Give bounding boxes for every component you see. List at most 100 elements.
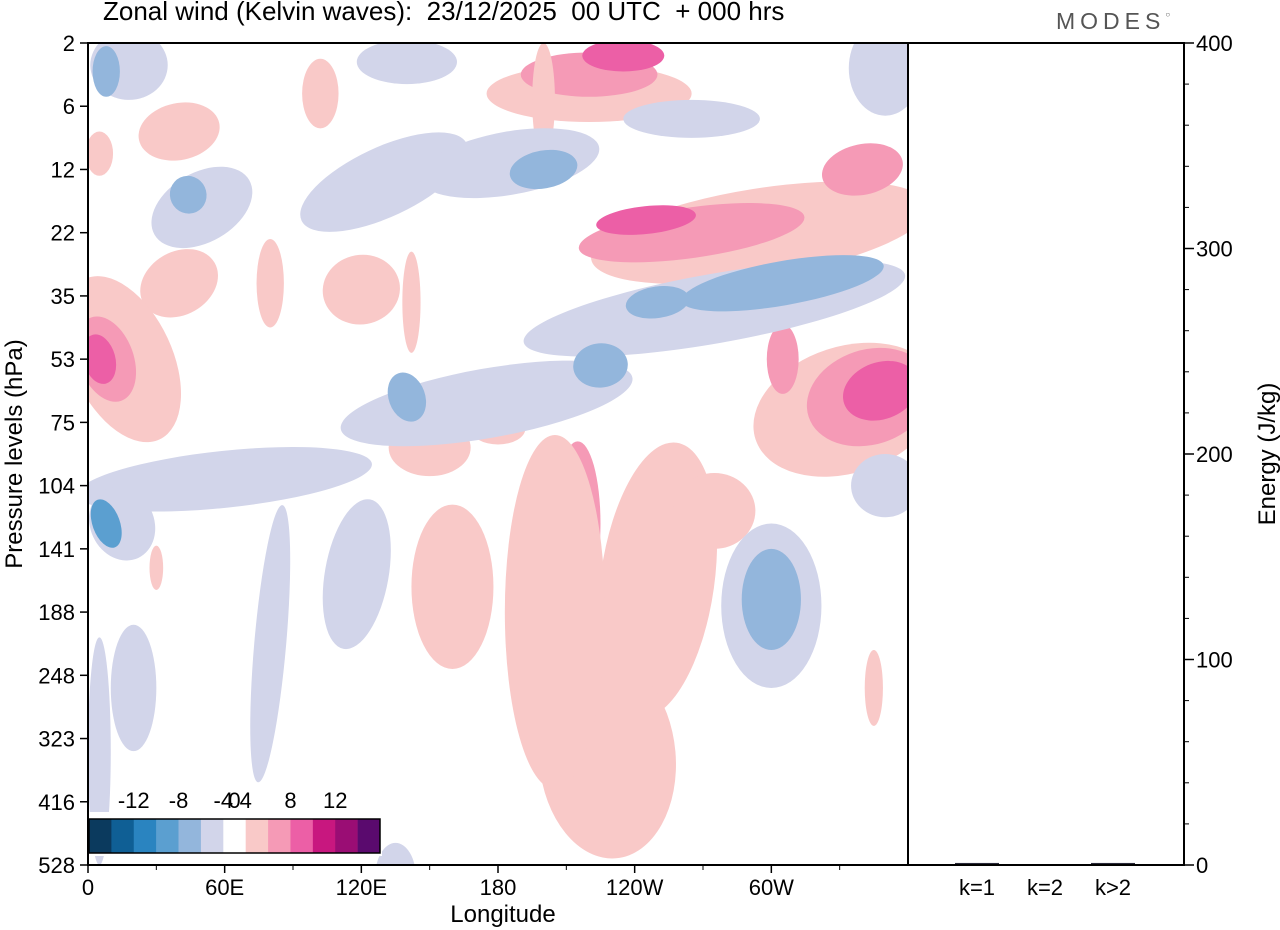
y-tick-label: 104 [38,474,75,499]
colorbar-tick-label: 4 [240,788,252,813]
y-tick-label: 2 [63,31,75,56]
colorbar-cell-6 [200,819,224,853]
y-tick-label: 323 [38,727,75,752]
contour-region-negative-51 [90,499,122,548]
colorbar-tick-label: 12 [323,788,347,813]
contour-region-positive-16 [578,203,805,263]
y-axis-title: Pressure levels (hPa) [1,339,28,568]
contour-region-negative-35 [92,46,120,97]
contour-region-positive-10 [88,334,117,384]
contour-region-positive-21 [843,360,908,421]
contour-region-negative-52 [322,499,391,650]
modes-logo: MODES○ [1056,8,1170,35]
colorbar-cell-8 [245,819,269,853]
contour-region-positive-22 [766,324,799,394]
colorbar-cell-11 [312,819,336,853]
contour-region-positive-32 [864,650,883,726]
energy-tick-label: 0 [1196,853,1208,878]
contour-region-positive-13 [582,43,665,72]
registered-mark-icon: ○ [1165,10,1171,19]
energy-bar-3 [1091,862,1135,865]
colorbar: -12 -8 -404 8 12 [87,788,382,856]
energy-bar-label: k>2 [1095,875,1131,900]
colorbar-cell-5 [178,819,202,853]
contour-region-negative-44 [681,255,884,312]
contour-region-negative-37 [623,99,760,138]
y-tick-label: 6 [63,94,75,119]
y-tick-label: 248 [38,663,75,688]
colorbar-cell-1 [89,819,112,853]
x-tick-label: 180 [480,875,517,900]
contour-region-negative-49 [88,447,372,512]
contour-region-negative-58 [851,454,908,518]
contour-region-negative-47 [573,343,628,388]
y-tick-label: 416 [38,790,75,815]
colorbar-cell-4 [156,819,179,853]
contour-region-positive-17 [596,205,696,235]
contour-region-positive-26 [504,435,606,790]
x-tick-label: 120E [336,875,387,900]
colorbar-cell-7 [223,819,246,853]
contour-region-positive-18 [821,143,903,196]
contour-region-negative-54 [110,624,157,752]
x-tick-label: 60E [205,875,244,900]
colorbar-cell-12 [335,819,358,853]
contour-region-negative-53 [250,505,291,783]
contour-region-positive-3 [88,131,114,176]
energy-tick-label: 100 [1196,648,1233,673]
heatmap-contours [88,43,908,865]
energy-bars: k=1 k=2 k>2 [955,862,1135,900]
contour-region-negative-38 [300,132,468,232]
y-tick-label: 188 [38,600,75,625]
energy-tick-label: 300 [1196,237,1233,262]
contour-region-positive-5 [256,239,284,328]
y-tick-label: 22 [51,221,75,246]
contour-region-negative-45 [625,285,690,319]
contour-region-positive-4 [140,249,218,318]
x-tick-label: 0 [82,875,94,900]
colorbar-tick-label: -4 [214,788,234,813]
y-tick-label: 53 [51,347,75,372]
contour-region-negative-59 [376,842,415,865]
energy-bar-1 [955,862,999,865]
chart-title: Zonal wind (Kelvin waves): 23/12/2025 00… [103,0,785,26]
contour-region-positive-31 [149,545,164,590]
contour-region-negative-36 [356,43,457,85]
energy-bar-label: k=2 [1027,875,1063,900]
colorbar-cell-10 [290,819,314,853]
colorbar-tick-label: -12 [118,788,150,813]
contour-region-negative-48 [387,372,427,422]
x-tick-label: 120W [606,875,664,900]
colorbar-cell-3 [133,819,157,853]
y-tick-label: 12 [51,157,75,182]
x-tick-label: 60W [749,875,794,900]
modes-logo-text: MODES [1056,8,1166,34]
colorbar-cell-2 [111,819,135,853]
contour-region-negative-40 [169,175,207,214]
contour-region-positive-2 [138,102,220,161]
x-axis-title: Longitude [450,901,555,928]
contour-region-positive-1 [302,58,339,129]
contour-region-positive-27 [411,504,494,669]
colorbar-tick-label: 0 [228,788,240,813]
energy-tick-label: 200 [1196,442,1233,467]
contour-region-positive-6 [322,254,400,325]
energy-axis-title: Energy (J/kg) [1254,383,1280,526]
y-tick-label: 35 [51,284,75,309]
energy-bar-label: k=1 [959,875,995,900]
contour-region-positive-7 [402,251,421,353]
contour-region-negative-57 [741,548,801,651]
y-tick-label: 528 [38,853,75,878]
y-tick-label: 75 [51,410,75,435]
colorbar-cell-13 [357,819,381,853]
contour-region-positive-30 [673,472,756,549]
colorbar-tick-label: -8 [169,788,189,813]
contour-region-negative-46 [340,360,633,447]
contour-region-negative-42 [509,149,578,190]
colorbar-tick-label: 8 [284,788,296,813]
contour-region-negative-55 [88,637,111,865]
colorbar-cell-9 [268,819,291,853]
energy-tick-label: 400 [1196,31,1233,56]
